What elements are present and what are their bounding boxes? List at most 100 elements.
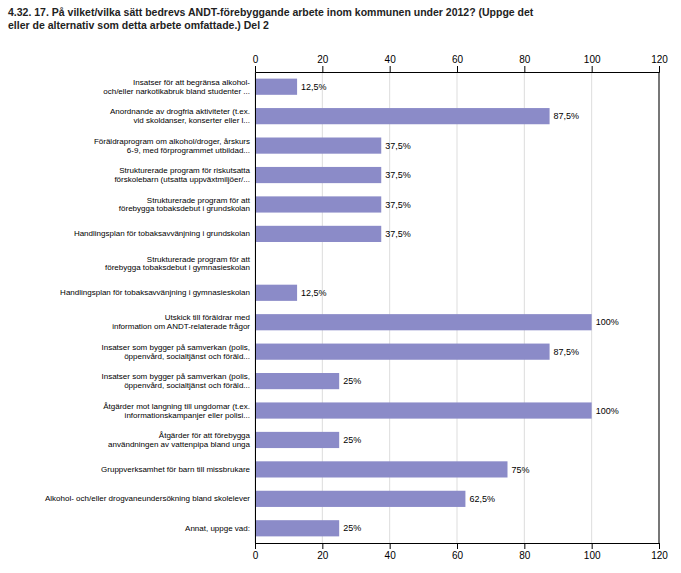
tick-label: 0 [253,54,259,65]
tick: Utskick till föräldrar medinformation om… [112,313,255,331]
tick-label: 120 [651,550,668,561]
tick-label: 100 [584,550,601,561]
grid-line [255,72,256,543]
tick: 120 [651,543,668,561]
bar [255,432,339,448]
tick-label: 0 [253,550,259,561]
tick: Åtgärder mot langning till ungdomar (t.e… [103,402,255,420]
tick-label: Insatser för att begränsa alkohol-och/el… [103,78,250,96]
tick-mark [659,66,660,72]
x-axis: 0 20 40 60 80 100 120 [253,543,669,561]
bar [255,491,465,507]
bar [255,402,592,418]
bars [255,79,592,537]
tick-label: Handlingsplan för tobaksavvänjning i gru… [74,229,250,238]
data-label: 62,5% [469,494,495,504]
tick: 0 [253,543,259,561]
tick-label: 80 [519,550,531,561]
tick-label: Strukturerade program för riskutsattaför… [114,166,250,184]
tick: 60 [452,543,464,561]
tick-label: Handlingsplan för tobaksavvänjning i gym… [60,288,250,297]
tick: 60 [452,54,464,72]
tick-mark [322,66,323,72]
tick-label: Strukturerade program för attförebygga t… [105,255,251,273]
data-label: 25% [343,435,361,445]
y-axis: Insatser för att begränsa alkohol-och/el… [45,73,256,544]
tick: Gruppverksamhet för barn till missbrukar… [101,465,255,474]
tick-label: 60 [452,550,464,561]
tick-label: Insatser som bygger på samverkan (polis,… [101,343,250,361]
tick: Strukturerade program för attförebygga t… [105,255,255,273]
tick: Åtgärder för att förebyggaanvändningen a… [108,431,255,449]
tick-mark [524,66,525,72]
tick: 40 [385,543,397,561]
tick-label: 40 [385,54,397,65]
bar [255,196,381,212]
tick: Annat, uppge vad: [185,524,255,533]
tick: 20 [317,543,329,561]
data-label: 25% [343,376,361,386]
tick: Strukturerade program för attförebygga t… [119,196,255,214]
tick-mark [390,66,391,72]
grid-line [659,72,660,543]
bar [255,226,381,242]
x-axis-top: 0 20 40 60 80 100 120 [253,54,669,73]
tick: 100 [584,54,601,72]
bar [255,79,297,95]
tick-label: 80 [519,54,531,65]
tick-label: 20 [317,54,329,65]
tick-mark [524,543,525,549]
data-label: 75% [512,465,530,475]
bar [255,461,508,477]
data-label: 100% [596,317,619,327]
bar [255,108,550,124]
tick-label: 60 [452,54,464,65]
tick-mark [390,543,391,549]
tick-mark [659,543,660,549]
bar [255,285,297,301]
tick: 0 [253,54,259,72]
data-label: 37,5% [385,200,411,210]
chart: 4.32. 17. På vilket/vilka sätt bedrevs A… [0,0,681,573]
tick: Insatser som bygger på samverkan (polis,… [101,372,255,390]
data-label: 37,5% [385,141,411,151]
tick-mark [457,66,458,72]
bar [255,314,592,330]
tick-label: Insatser som bygger på samverkan (polis,… [101,372,250,390]
tick-label: Åtgärder mot langning till ungdomar (t.e… [103,402,250,420]
tick: 80 [519,54,531,72]
tick: Handlingsplan för tobaksavvänjning i gym… [60,288,255,297]
tick-label: Föräldraprogram om alkohol/droger, årsku… [94,137,250,155]
tick-label: Utskick till föräldrar medinformation om… [112,313,250,331]
tick: 20 [317,54,329,72]
tick-mark [457,543,458,549]
bar [255,137,381,153]
tick: 40 [385,54,397,72]
grid [255,72,659,543]
tick: Alkohol- och/eller drogvaneundersökning … [45,494,255,503]
data-label: 12,5% [301,288,327,298]
tick-mark [592,543,593,549]
tick-label: Anordnande av drogfria aktiviteter (t.ex… [110,107,250,125]
axis-line [255,73,256,544]
data-label: 12,5% [301,82,327,92]
tick-label: Strukturerade program för attförebygga t… [119,196,251,214]
title: 4.32. 17. På vilket/vilka sätt bedrevs A… [8,6,534,31]
tick-label: Gruppverksamhet för barn till missbrukar… [101,465,250,474]
axis-line [256,66,660,73]
tick-mark [255,66,256,72]
frame [659,72,660,543]
tick-mark [592,66,593,72]
data-label: 100% [596,406,619,416]
data-label: 87,5% [554,347,580,357]
bar [255,520,339,536]
grid-line [591,72,592,543]
tick: Insatser som bygger på samverkan (polis,… [101,343,255,361]
bar [255,344,550,360]
data-labels: 12,5%87,5%37,5%37,5%37,5%37,5%12,5%100%8… [301,82,619,534]
data-label: 25% [343,523,361,533]
data-label: 87,5% [554,111,580,121]
tick-mark [322,543,323,549]
tick-label: Alkohol- och/eller drogvaneundersökning … [45,494,250,503]
tick: 120 [651,54,668,72]
